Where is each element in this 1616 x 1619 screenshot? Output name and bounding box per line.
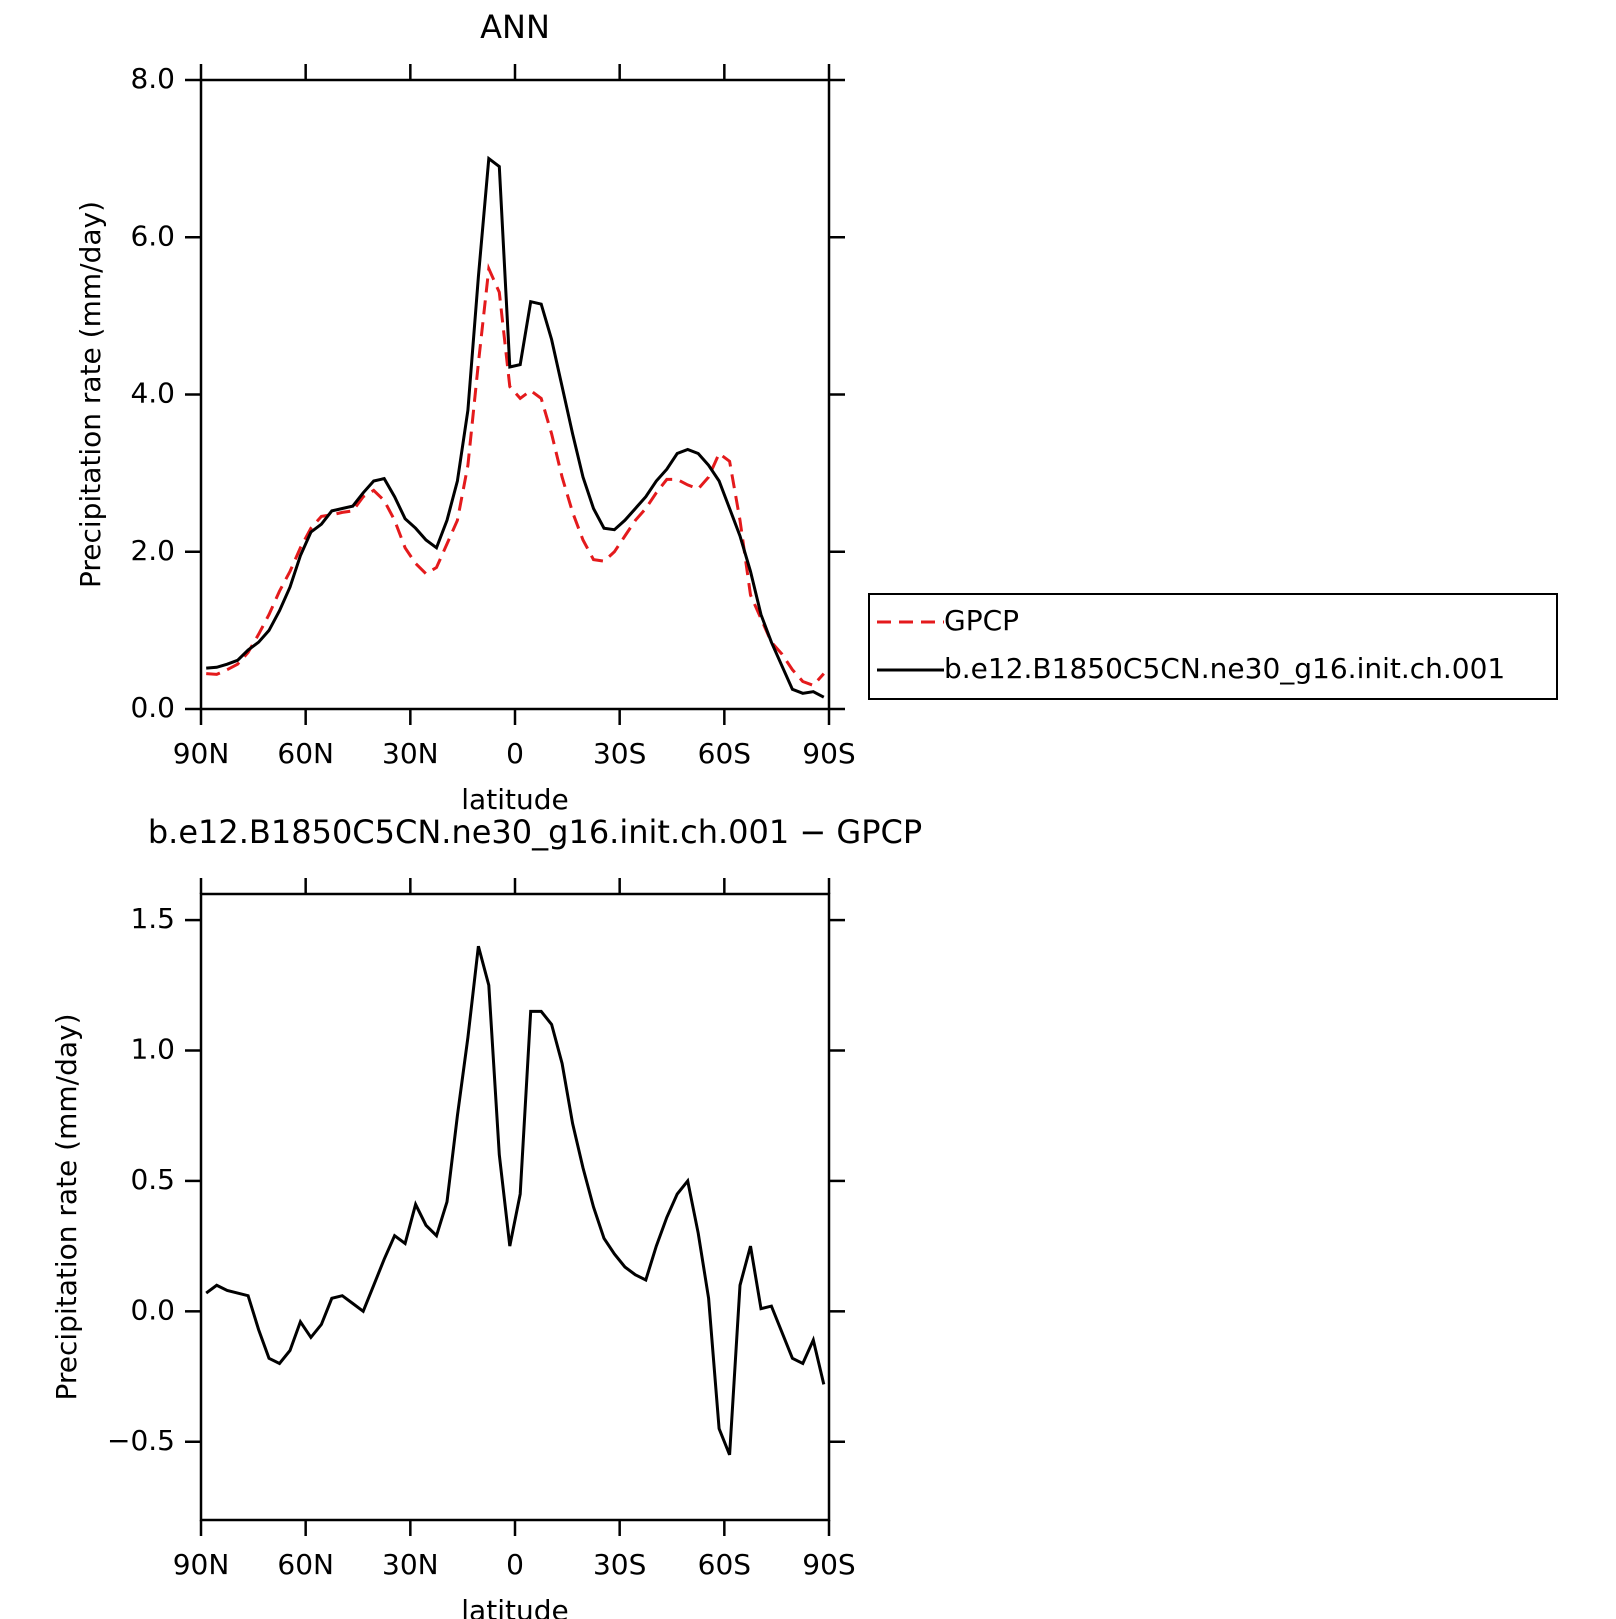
x-tick-label: 90N [173,1548,230,1581]
y-tick-label: 0.5 [130,1163,175,1196]
legend-box [868,593,1558,700]
x-axis-label: latitude [461,1594,568,1619]
plot-frame [199,78,831,711]
chart-title: ANN [480,8,550,46]
series-line [206,263,825,688]
y-tick-label: 8.0 [130,62,175,95]
x-tick-label: 30S [593,737,646,770]
x-tick-label: 60N [277,737,334,770]
y-tick-label: −0.5 [107,1424,175,1457]
y-axis-label: Precipitation rate (mm/day) [74,201,107,588]
y-tick-label: 0.0 [130,691,175,724]
x-tick-label: 90N [173,737,230,770]
y-tick-label: 6.0 [130,219,175,252]
x-tick-label: 90S [802,1548,855,1581]
legend-label: GPCP [944,604,1019,637]
y-tick-label: 2.0 [130,534,175,567]
x-tick-label: 30N [382,737,439,770]
x-tick-label: 0 [506,1548,524,1581]
y-axis-label: Precipitation rate (mm/day) [50,1013,83,1400]
y-tick-label: 4.0 [130,377,175,410]
x-tick-label: 60S [698,1548,751,1581]
x-tick-label: 30N [382,1548,439,1581]
y-tick-label: 0.0 [130,1293,175,1326]
x-tick-label: 90S [802,737,855,770]
legend-label: b.e12.B1850C5CN.ne30_g16.init.ch.001 [944,652,1505,685]
series-line [205,945,826,1456]
plot-frame [199,892,831,1522]
y-tick-label: 1.5 [130,902,175,935]
x-axis-label: latitude [461,783,568,816]
x-tick-label: 60S [698,737,751,770]
x-tick-label: 0 [506,737,524,770]
chart-title: b.e12.B1850C5CN.ne30_g16.init.ch.001 − G… [148,813,922,851]
y-tick-label: 1.0 [130,1033,175,1066]
x-tick-label: 60N [277,1548,334,1581]
series-line [206,155,825,699]
x-tick-label: 30S [593,1548,646,1581]
